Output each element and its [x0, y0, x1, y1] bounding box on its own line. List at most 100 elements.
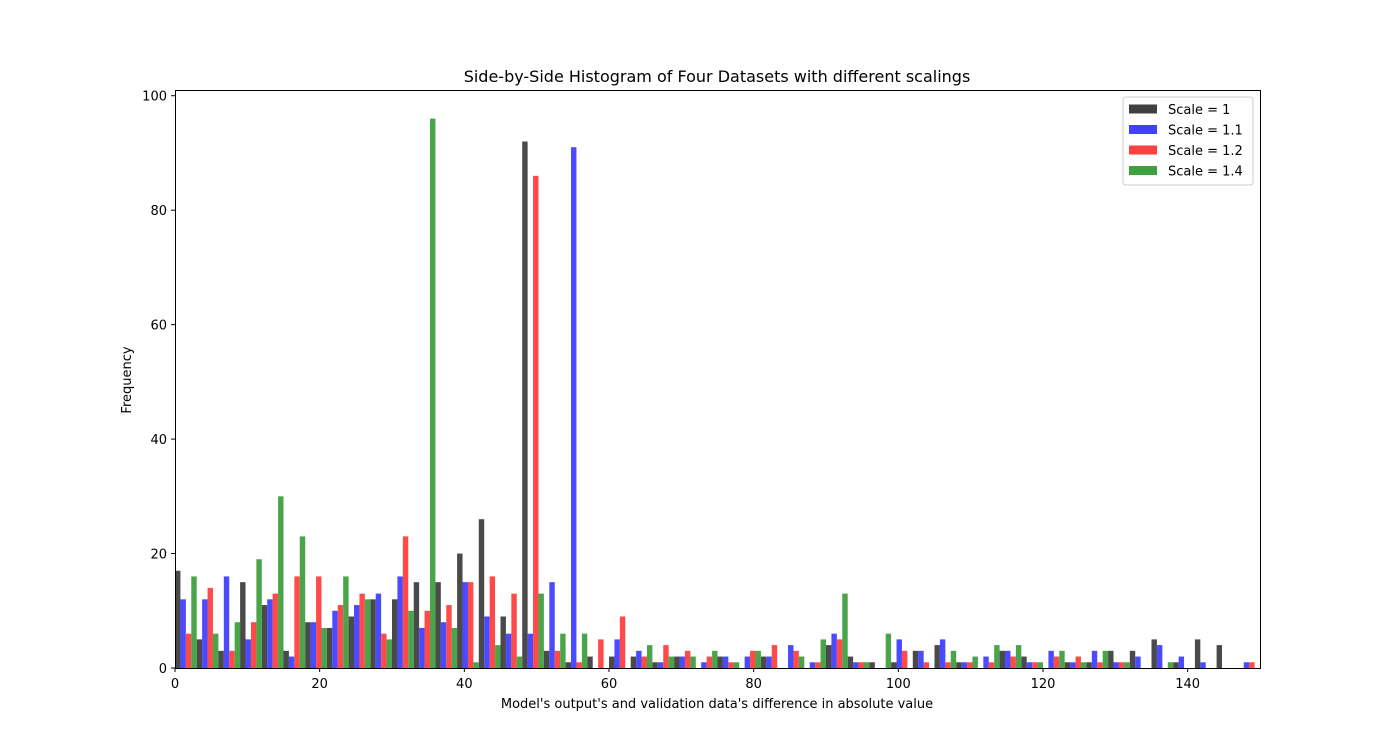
histogram-bar: [1021, 656, 1027, 668]
histogram-bar: [836, 639, 843, 668]
histogram-bar: [364, 599, 371, 668]
histogram-bar: [560, 633, 566, 668]
x-axis-title: Model's output's and validation data's d…: [501, 697, 933, 712]
histogram-bar: [722, 656, 729, 668]
histogram-bar: [690, 656, 696, 668]
histogram-bar: [1173, 662, 1179, 668]
histogram-bar: [202, 599, 208, 668]
histogram-bar: [869, 662, 875, 668]
histogram-bar: [185, 633, 192, 668]
histogram-bar: [668, 656, 675, 668]
histogram-bar: [815, 662, 821, 668]
histogram-bar: [473, 662, 479, 668]
histogram-bar: [788, 645, 794, 668]
y-tick-label: 80: [150, 204, 167, 219]
histogram-bar: [1080, 662, 1087, 668]
histogram-bar: [950, 650, 957, 668]
histogram-bar: [543, 650, 550, 668]
histogram-bar: [1194, 639, 1201, 668]
histogram-bar: [1156, 645, 1163, 668]
x-axis-ticks: 0 20 40 60 80 100 120 140: [171, 668, 1200, 692]
legend-box: [1122, 96, 1254, 186]
histogram-bar: [1200, 662, 1206, 668]
histogram-bar: [945, 662, 951, 668]
legend: Scale = 1 Scale = 1.1 Scale = 1.2 Scale = 1…: [1122, 96, 1254, 186]
histogram-bar: [956, 662, 962, 668]
histogram-bar: [408, 610, 414, 668]
histogram-bar: [370, 599, 376, 668]
histogram-bar: [1129, 650, 1136, 668]
histogram-bar: [983, 656, 989, 668]
histogram-bar: [1037, 662, 1043, 668]
x-tick-label: 60: [601, 677, 618, 692]
legend-swatch: [1129, 125, 1157, 134]
histogram-bar: [1167, 662, 1174, 668]
histogram-bar: [1053, 656, 1060, 668]
histogram-bar: [354, 605, 360, 668]
histogram-bar: [1243, 662, 1250, 668]
histogram-bar: [429, 118, 436, 668]
histogram-bar: [527, 633, 534, 668]
histogram-bar: [972, 656, 978, 668]
histogram-bar: [619, 616, 626, 668]
x-tick-label: 140: [1175, 677, 1200, 692]
histogram-bar: [402, 536, 409, 668]
histogram-bar: [587, 656, 593, 668]
x-tick-label: 0: [171, 677, 179, 692]
histogram-bar: [1015, 645, 1022, 668]
histogram-bar: [489, 576, 496, 668]
histogram-bar: [901, 650, 908, 668]
chart-title: Side-by-Side Histogram of Four Datasets …: [464, 67, 971, 86]
histogram-bar: [798, 656, 805, 668]
histogram-bar: [1026, 662, 1033, 668]
histogram-bar: [706, 656, 713, 668]
histogram-bar: [576, 662, 582, 668]
histogram-bar: [760, 656, 767, 668]
histogram-bar: [1097, 662, 1103, 668]
histogram-bar: [250, 622, 257, 668]
histogram-bar: [326, 627, 333, 668]
y-tick-label: 40: [150, 433, 167, 448]
histogram-bar: [674, 656, 680, 668]
histogram-bar: [657, 662, 664, 668]
histogram-bar: [316, 576, 322, 668]
histogram-bar: [701, 662, 707, 668]
histogram-bar: [918, 650, 924, 668]
histogram-bar: [332, 610, 338, 668]
x-tick-label: 120: [1031, 677, 1056, 692]
histogram-bar: [446, 605, 452, 668]
histogram-bar: [440, 622, 447, 668]
histogram-bar: [820, 639, 826, 668]
histogram-bar: [386, 639, 392, 668]
histogram-bar: [511, 593, 517, 668]
plot-frame: [175, 90, 1261, 669]
histogram-bar: [728, 662, 734, 668]
histogram-bar: [1113, 662, 1119, 668]
histogram-bar: [256, 559, 262, 668]
histogram-bar: [484, 616, 490, 668]
histogram-bar: [1151, 639, 1157, 668]
histogram-bar: [522, 141, 528, 668]
histogram-bar: [419, 627, 425, 668]
histogram-bar: [636, 650, 642, 668]
histogram-bar: [451, 627, 458, 668]
histogram-bar: [538, 593, 544, 668]
histogram-bar: [809, 662, 816, 668]
histogram-bar: [755, 650, 761, 668]
histogram-bar: [858, 662, 864, 668]
histogram-bar: [413, 582, 420, 668]
histogram-bar: [766, 656, 772, 668]
histogram-bar: [462, 582, 468, 668]
x-tick-label: 100: [886, 677, 911, 692]
y-tick-label: 100: [142, 90, 167, 105]
histogram-bar: [842, 593, 848, 668]
histogram-bar: [467, 582, 474, 668]
histogram-bar: [348, 616, 355, 668]
histogram-bar: [321, 627, 327, 668]
histogram-bar: [180, 599, 186, 668]
histogram-bar: [853, 662, 859, 668]
histogram-bar: [310, 622, 317, 668]
histogram-bar: [988, 662, 995, 668]
histogram-bar: [1075, 656, 1081, 668]
histogram-bar: [478, 519, 485, 668]
